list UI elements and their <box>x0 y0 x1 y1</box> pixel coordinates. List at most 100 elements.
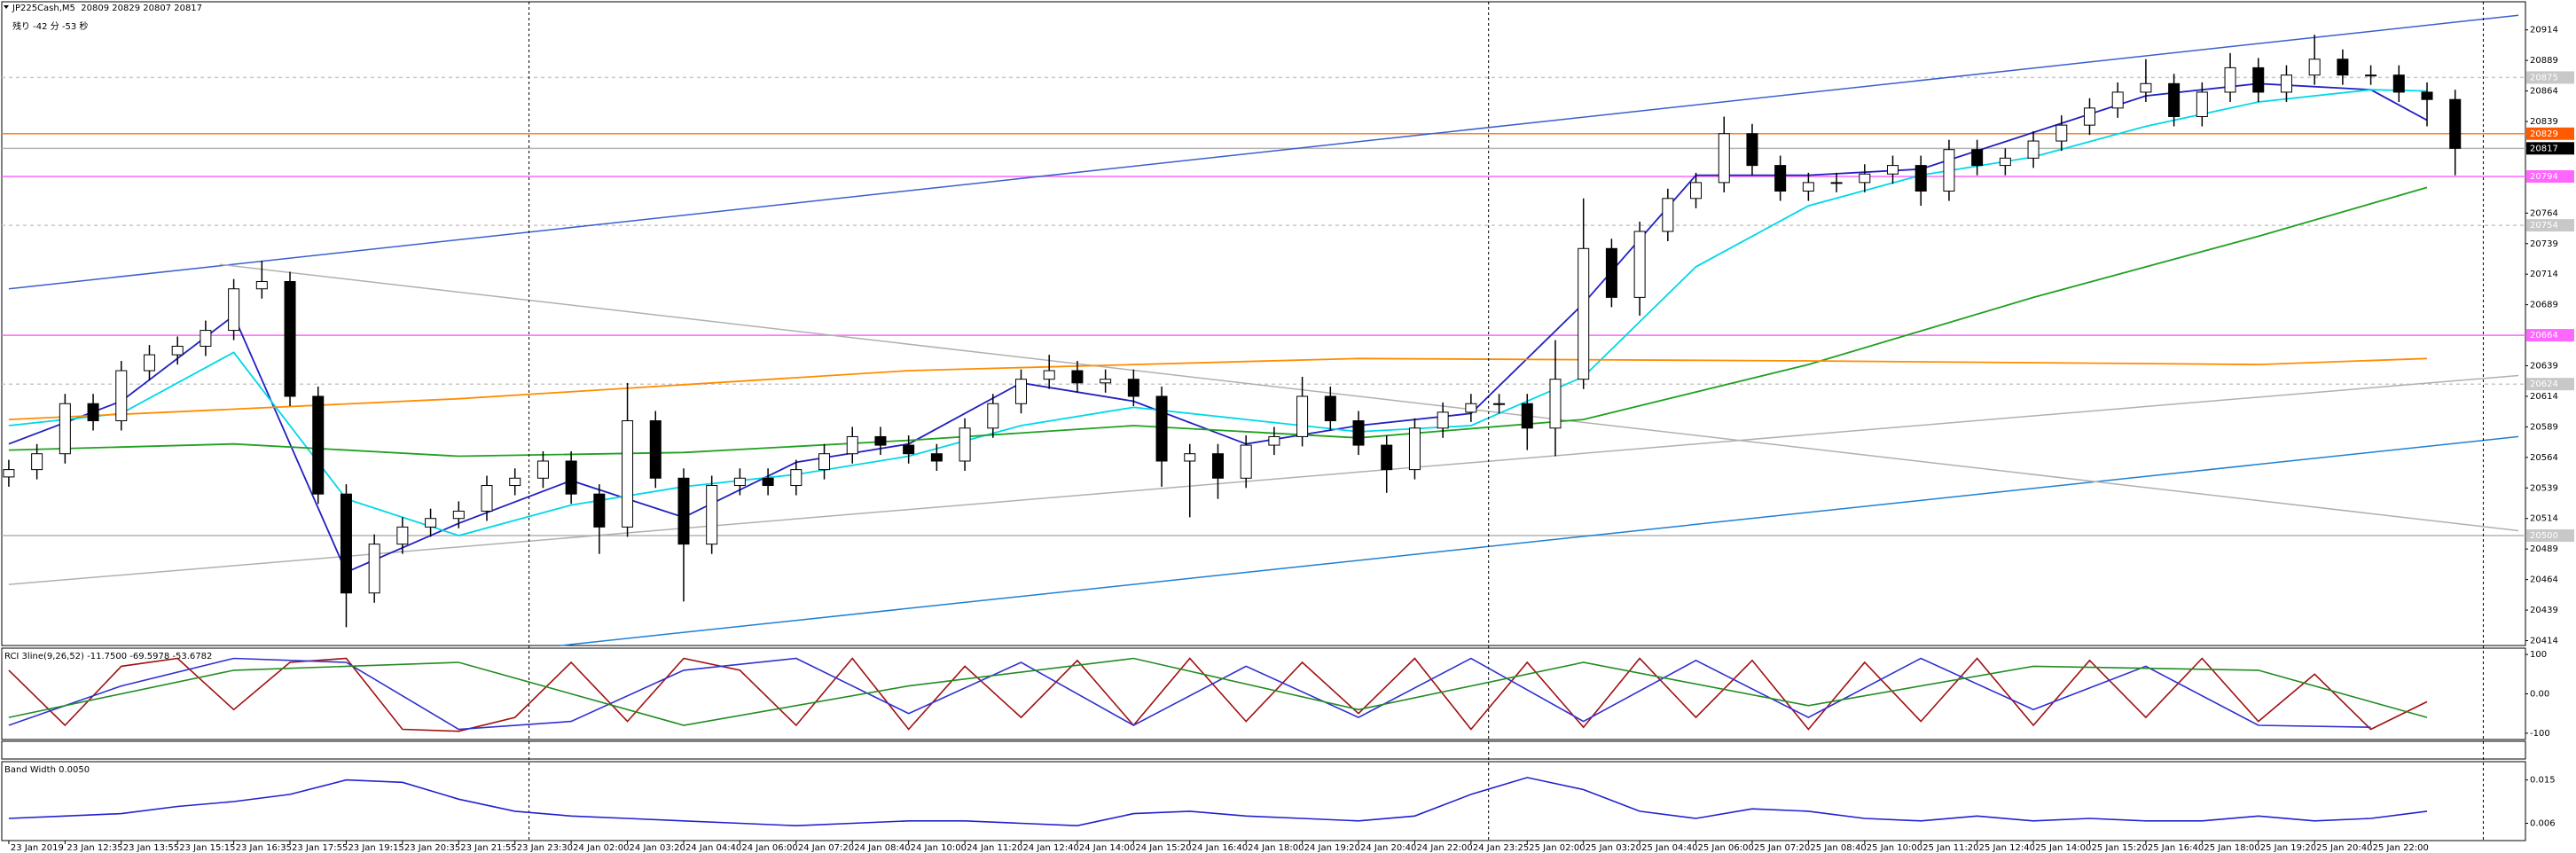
candle-body <box>1605 247 1617 298</box>
candle-body <box>2140 82 2152 93</box>
candle-body <box>874 435 887 446</box>
x-tick-label: 25 Jan 07:20 <box>1754 843 1810 853</box>
x-tick-label: 25 Jan 22:00 <box>2373 843 2429 853</box>
candle-body <box>1578 247 1590 380</box>
candle-body <box>1352 420 1365 446</box>
candle-body <box>930 453 943 462</box>
x-tick-label: 23 Jan 23:30 <box>517 843 573 853</box>
candle-body <box>1774 165 1787 192</box>
candle-body <box>509 477 521 487</box>
y-tick-label: 20564 <box>2530 453 2558 463</box>
candle-body <box>1718 133 1730 184</box>
candle-body <box>2392 74 2405 93</box>
candle-body <box>1240 444 1252 479</box>
x-tick-label: 25 Jan 03:20 <box>1586 843 1641 853</box>
x-tick-label: 25 Jan 11:20 <box>1922 843 1978 853</box>
x-tick-label: 23 Jan 12:35 <box>67 843 122 853</box>
candle-body <box>1493 403 1506 405</box>
candle-body <box>1521 403 1533 429</box>
price-label: 20794 <box>2530 172 2558 182</box>
candle-body <box>2421 91 2433 100</box>
candle-body <box>1802 182 1814 192</box>
y-tick-label: 100 <box>2530 650 2547 660</box>
menu-arrow[interactable] <box>4 5 9 9</box>
candle-body <box>959 427 971 462</box>
price-label: 20829 <box>2530 129 2558 139</box>
x-tick-label: 25 Jan 15:20 <box>2091 843 2147 853</box>
x-tick-label: 23 Jan 17:55 <box>292 843 348 853</box>
x-tick-label: 24 Jan 02:00 <box>573 843 629 853</box>
x-tick-label: 24 Jan 19:20 <box>1304 843 1360 853</box>
candle-body <box>2168 82 2181 117</box>
panel-frame <box>1 761 2526 841</box>
candle-body <box>593 493 606 528</box>
candle-body <box>1690 182 1703 200</box>
candle-body <box>1408 427 1421 471</box>
candle-body <box>2252 67 2265 93</box>
x-tick-label: 24 Jan 16:40 <box>1192 843 1248 853</box>
x-tick-label: 25 Jan 04:40 <box>1641 843 1697 853</box>
candle-body <box>2111 91 2124 109</box>
candle-body <box>2055 124 2068 142</box>
candle-body <box>649 420 662 479</box>
x-tick-label: 25 Jan 02:00 <box>1529 843 1585 853</box>
x-tick-label: 25 Jan 12:40 <box>1979 843 2035 853</box>
candle-body <box>762 477 774 487</box>
candle-body <box>1943 149 1955 192</box>
x-tick-label: 23 Jan 21:55 <box>460 843 516 853</box>
candle-body <box>59 403 71 455</box>
candle-body <box>425 518 437 528</box>
price-label: 20500 <box>2530 531 2558 541</box>
candle-body <box>2337 59 2349 76</box>
panel-frame <box>1 1 2526 646</box>
x-tick-label: 23 Jan 15:15 <box>179 843 235 853</box>
x-tick-label: 25 Jan 20:40 <box>2316 843 2372 853</box>
y-tick-label: 20639 <box>2530 362 2558 372</box>
x-tick-label: 23 Jan 20:35 <box>404 843 460 853</box>
candle-body <box>677 477 690 545</box>
chart-title: JP225Cash,M5 20809 20829 20807 20817 <box>12 4 202 13</box>
candle-body <box>1324 395 1336 422</box>
price-label: 20754 <box>2530 221 2558 231</box>
candle-body <box>284 280 296 397</box>
x-tick-label: 24 Jan 23:25 <box>1473 843 1529 853</box>
candle-body <box>340 493 352 594</box>
chart-subtitle: 残り -42 分 -53 秒 <box>12 20 88 32</box>
candle-body <box>2083 107 2095 126</box>
candle-body <box>200 330 212 347</box>
y-tick-label: 20889 <box>2530 56 2558 66</box>
x-tick-label: 23 Jan 19:15 <box>348 843 403 853</box>
candle-body <box>1071 370 1084 384</box>
candle-body <box>228 288 240 332</box>
indicator-line <box>8 657 2371 731</box>
price-label: 20875 <box>2530 73 2558 82</box>
candle-body <box>255 280 268 290</box>
x-tick-label: 25 Jan 16:40 <box>2148 843 2204 853</box>
candle-body <box>1746 133 1758 167</box>
y-tick-label: 20739 <box>2530 239 2558 249</box>
y-tick-label: 20714 <box>2530 270 2558 279</box>
candle-body <box>2280 74 2292 93</box>
y-tick-label: 20464 <box>2530 575 2558 585</box>
x-tick-label: 23 Jan 13:55 <box>123 843 179 853</box>
y-tick-label: 20514 <box>2530 514 2558 524</box>
candle-body <box>2027 140 2040 159</box>
candle-body <box>87 403 99 422</box>
x-tick-label: 25 Jan 10:00 <box>1867 843 1922 853</box>
candle-body <box>2308 59 2321 76</box>
x-tick-label: 23 Jan 16:35 <box>236 843 292 853</box>
indicator-line <box>8 657 2428 726</box>
candle-body <box>1437 411 1449 429</box>
y-tick-label: 20689 <box>2530 301 2558 310</box>
x-tick-label: 23 Jan 2019 <box>11 843 64 853</box>
price-label: 20817 <box>2530 144 2558 153</box>
y-tick-label: 0.015 <box>2530 776 2556 786</box>
x-tick-label: 25 Jan 06:00 <box>1698 843 1754 853</box>
x-tick-label: 24 Jan 04:40 <box>685 843 741 853</box>
candle-body <box>2449 98 2462 149</box>
candle-body <box>481 485 493 512</box>
y-tick-label: 0.00 <box>2530 690 2549 700</box>
